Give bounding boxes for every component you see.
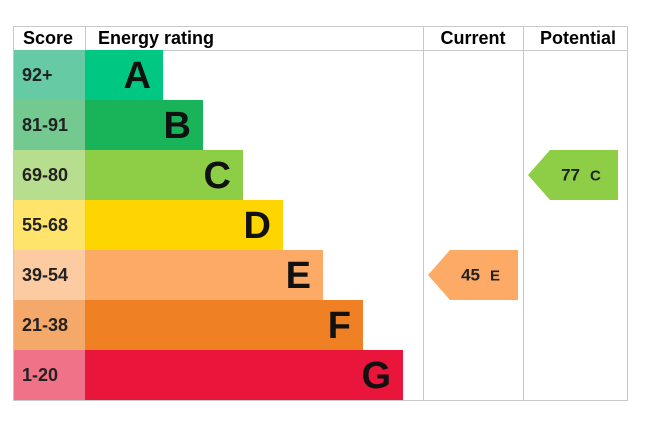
rating-bar [85, 50, 163, 100]
potential-value: 77 [561, 166, 580, 185]
rating-letter: A [124, 55, 151, 97]
header-potential: Potential [540, 28, 616, 48]
header-energy-rating: Energy rating [98, 28, 214, 48]
score-cell [14, 350, 85, 400]
rating-letter: F [328, 305, 351, 347]
potential-arrow [528, 150, 618, 200]
score-cell [14, 50, 85, 100]
rating-bar [85, 350, 403, 400]
score-label: 92+ [22, 65, 53, 85]
header-current: Current [440, 28, 505, 48]
rating-bar [85, 250, 323, 300]
score-cell [14, 300, 85, 350]
score-cell [14, 150, 85, 200]
current-rating: E [490, 268, 500, 285]
rating-letter: C [204, 155, 231, 197]
rating-letter: E [286, 255, 311, 297]
score-label: 39-54 [22, 265, 68, 285]
rating-bar [85, 200, 283, 250]
current-arrow [428, 250, 518, 300]
current-value: 45 [461, 266, 480, 285]
score-cell [14, 200, 85, 250]
score-cell [14, 250, 85, 300]
rating-letter: G [361, 355, 391, 397]
score-label: 21-38 [22, 315, 68, 335]
rating-letter: D [244, 205, 271, 247]
score-label: 81-91 [22, 115, 68, 135]
score-label: 1-20 [22, 365, 58, 385]
rating-bar [85, 100, 203, 150]
score-cell [14, 100, 85, 150]
rating-bar [85, 150, 243, 200]
rating-letter: B [164, 105, 191, 147]
rating-bar [85, 300, 363, 350]
table-frame [13, 26, 628, 401]
score-label: 55-68 [22, 215, 68, 235]
score-label: 69-80 [22, 165, 68, 185]
potential-rating: C [590, 168, 601, 185]
header-score: Score [23, 28, 73, 48]
